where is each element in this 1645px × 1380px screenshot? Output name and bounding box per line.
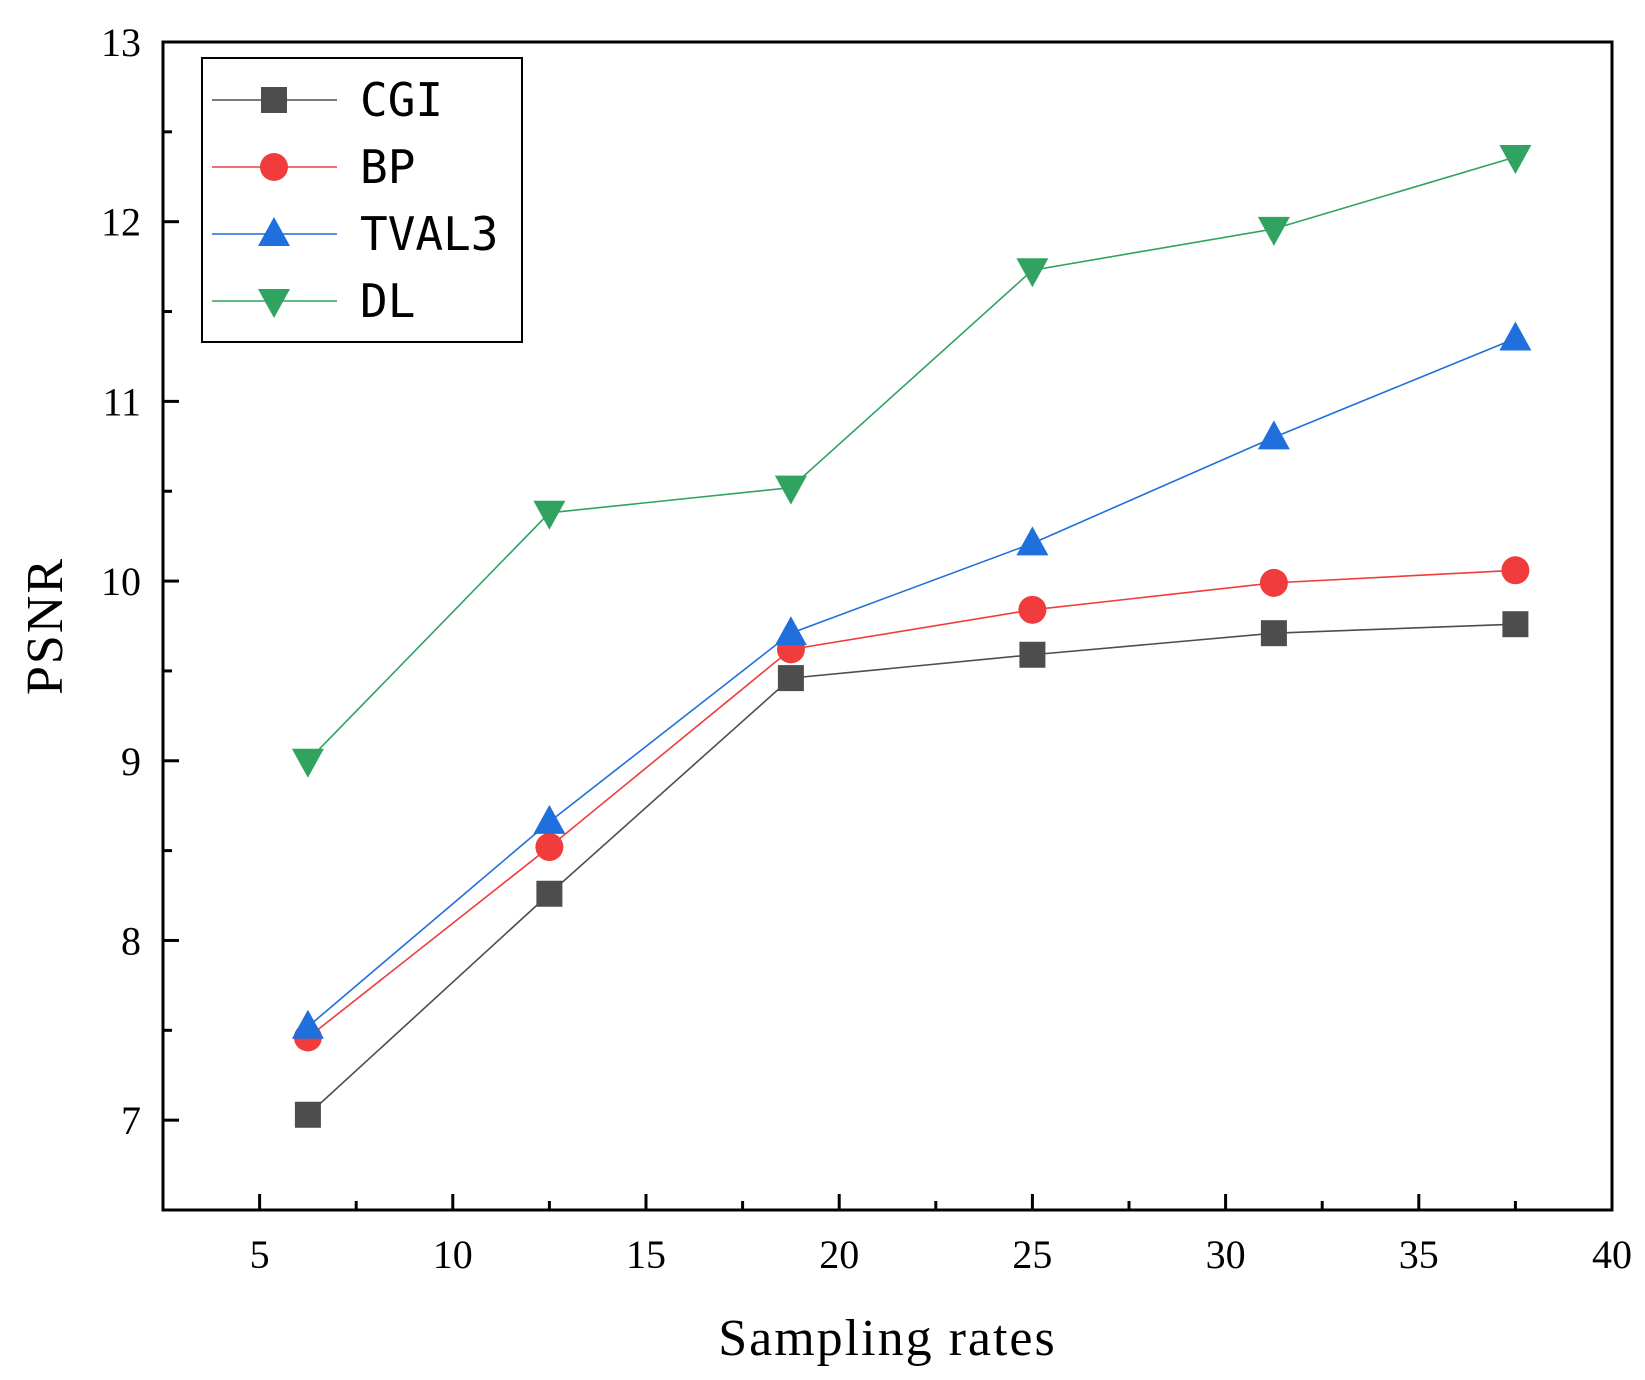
series-line-tval3 bbox=[307, 337, 1516, 1028]
data-point-bp bbox=[535, 833, 564, 862]
data-point-tval3 bbox=[1257, 420, 1290, 450]
series-cgi bbox=[294, 611, 1529, 1128]
legend-marker-cgi bbox=[261, 87, 287, 113]
data-point-tval3 bbox=[774, 616, 807, 646]
data-point-cgi bbox=[536, 880, 563, 907]
data-point-tval3 bbox=[291, 1009, 324, 1039]
x-tick-label: 20 bbox=[819, 1232, 859, 1277]
data-point-dl bbox=[533, 500, 566, 530]
x-tick-label: 25 bbox=[1012, 1232, 1052, 1277]
legend-label-bp: BP bbox=[360, 140, 415, 194]
legend-label-cgi: CGI bbox=[360, 73, 443, 127]
y-tick-label: 13 bbox=[101, 20, 141, 65]
data-point-dl bbox=[1257, 216, 1290, 246]
y-tick-label: 11 bbox=[102, 379, 141, 424]
legend: CGI BP TVAL3 DL bbox=[201, 57, 523, 343]
x-tick-label: 30 bbox=[1206, 1232, 1246, 1277]
legend-marker-bp bbox=[260, 153, 288, 181]
data-point-bp bbox=[1501, 556, 1530, 585]
data-point-cgi bbox=[1260, 620, 1287, 647]
legend-marker-dl bbox=[258, 289, 290, 318]
data-point-dl bbox=[774, 475, 807, 505]
legend-label-dl: DL bbox=[360, 274, 415, 328]
data-point-cgi bbox=[1019, 641, 1046, 668]
data-point-dl bbox=[291, 748, 324, 778]
data-point-dl bbox=[1499, 145, 1532, 175]
data-point-tval3 bbox=[1016, 526, 1049, 556]
y-tick-labels: 7 8 9 10 11 12 13 bbox=[101, 20, 141, 1143]
data-point-tval3 bbox=[533, 804, 566, 834]
series-layer bbox=[291, 145, 1532, 1128]
data-point-cgi bbox=[1502, 611, 1529, 638]
series-line-cgi bbox=[307, 623, 1516, 1116]
data-point-cgi bbox=[777, 665, 804, 692]
series-line-bp bbox=[307, 569, 1516, 1039]
x-tick-label: 15 bbox=[626, 1232, 666, 1277]
series-dl bbox=[291, 145, 1532, 778]
x-tick-label: 35 bbox=[1399, 1232, 1439, 1277]
plot-frame bbox=[161, 40, 1614, 1212]
x-tick-label: 40 bbox=[1592, 1232, 1632, 1277]
data-point-bp bbox=[1018, 595, 1047, 624]
y-tick-label: 9 bbox=[121, 739, 141, 784]
y-tick-label: 7 bbox=[121, 1098, 141, 1143]
y-tick-label: 12 bbox=[101, 200, 141, 245]
legend-box bbox=[201, 57, 523, 343]
legend-label-tval3: TVAL3 bbox=[360, 207, 498, 261]
data-point-tval3 bbox=[1499, 321, 1532, 351]
y-tick-label: 10 bbox=[101, 559, 141, 604]
series-tval3 bbox=[291, 321, 1532, 1039]
data-point-bp bbox=[1259, 568, 1288, 597]
series-line-dl bbox=[307, 156, 1516, 762]
x-tick-label: 10 bbox=[433, 1232, 473, 1277]
data-point-cgi bbox=[294, 1101, 321, 1128]
x-axis-title: Sampling rates bbox=[718, 1310, 1057, 1367]
y-axis-title: PSNR bbox=[17, 557, 74, 695]
y-tick-label: 8 bbox=[121, 918, 141, 963]
x-tick-labels: 5 10 15 20 25 30 35 40 bbox=[250, 1232, 1632, 1277]
x-tick-label: 5 bbox=[250, 1232, 270, 1277]
data-point-dl bbox=[1016, 258, 1049, 288]
legend-marker-tval3 bbox=[258, 217, 290, 246]
